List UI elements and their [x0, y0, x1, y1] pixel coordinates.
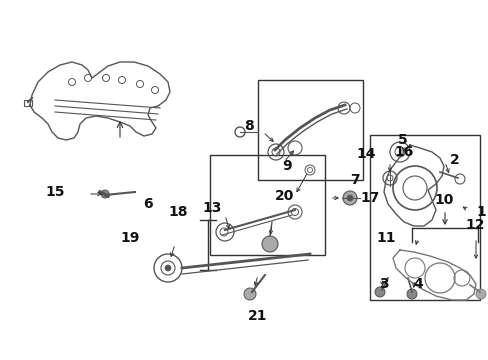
Bar	[369, 135, 479, 300]
Text: 16: 16	[393, 145, 412, 159]
Text: 18: 18	[168, 205, 187, 219]
Circle shape	[406, 289, 416, 299]
Bar	[24, 100, 32, 106]
Circle shape	[346, 195, 352, 201]
Text: 15: 15	[45, 185, 65, 199]
Text: 14: 14	[355, 147, 375, 161]
Circle shape	[342, 191, 356, 205]
Text: 12: 12	[464, 218, 484, 232]
Text: 3: 3	[378, 277, 388, 291]
Circle shape	[101, 190, 109, 198]
Text: 7: 7	[349, 173, 359, 187]
Circle shape	[244, 288, 256, 300]
Text: 9: 9	[282, 159, 291, 173]
Text: 1: 1	[475, 205, 485, 219]
Circle shape	[475, 289, 485, 299]
Text: 21: 21	[248, 309, 267, 323]
Text: 8: 8	[244, 119, 253, 133]
Text: 20: 20	[274, 189, 294, 203]
Circle shape	[262, 236, 278, 252]
Text: 19: 19	[121, 231, 140, 245]
Text: 11: 11	[376, 231, 395, 245]
Circle shape	[374, 287, 384, 297]
Text: 4: 4	[412, 277, 422, 291]
Circle shape	[164, 265, 171, 271]
Text: 5: 5	[397, 133, 407, 147]
Bar	[209, 155, 325, 255]
Text: 17: 17	[359, 191, 379, 205]
Text: 10: 10	[433, 193, 453, 207]
Bar	[258, 80, 362, 180]
Text: 13: 13	[202, 201, 222, 215]
Text: 6: 6	[143, 197, 153, 211]
Text: 2: 2	[449, 153, 459, 167]
